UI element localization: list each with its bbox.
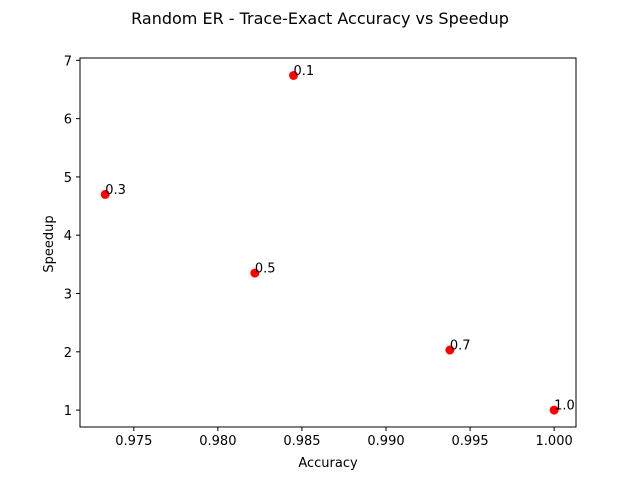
- point-label: 0.3: [105, 183, 126, 198]
- x-tick-label: 0.990: [367, 434, 404, 449]
- plot-area-frame: [79, 57, 577, 428]
- chart-title: Random ER - Trace-Exact Accuracy vs Spee…: [131, 9, 509, 28]
- scatter-point: [100, 189, 110, 199]
- x-tick-label: 1.000: [536, 434, 573, 449]
- x-tick-label: 0.980: [199, 434, 236, 449]
- point-label: 0.7: [450, 339, 471, 354]
- scatter-point: [445, 345, 455, 355]
- y-tick-label: 5: [64, 171, 72, 186]
- scatter-point: [289, 70, 299, 80]
- y-tick-label: 4: [64, 229, 72, 244]
- scatter-point: [549, 405, 559, 415]
- x-axis-ticks: 0.975 0.980 0.985 0.990 0.995 1.000: [115, 427, 573, 449]
- y-axis-label: Speedup: [42, 215, 57, 272]
- y-tick-label: 7: [64, 54, 72, 69]
- point-label: 1.0: [554, 399, 575, 414]
- x-tick-label: 0.975: [115, 434, 152, 449]
- y-axis-ticks: 1 2 3 4 5 6 7: [64, 54, 80, 419]
- x-tick-label: 0.995: [451, 434, 488, 449]
- data-point-labels: 0.1 0.3 0.5 0.7 1.0: [105, 64, 575, 414]
- x-tick-label: 0.985: [283, 434, 320, 449]
- point-label: 0.1: [294, 64, 315, 79]
- y-tick-label: 1: [64, 404, 72, 419]
- y-tick-label: 3: [64, 288, 72, 303]
- data-points: [100, 70, 559, 415]
- y-tick-label: 2: [64, 346, 72, 361]
- x-axis-label: Accuracy: [298, 456, 358, 471]
- scatter-point: [250, 268, 260, 278]
- point-label: 0.5: [255, 262, 276, 277]
- y-tick-label: 6: [64, 113, 72, 128]
